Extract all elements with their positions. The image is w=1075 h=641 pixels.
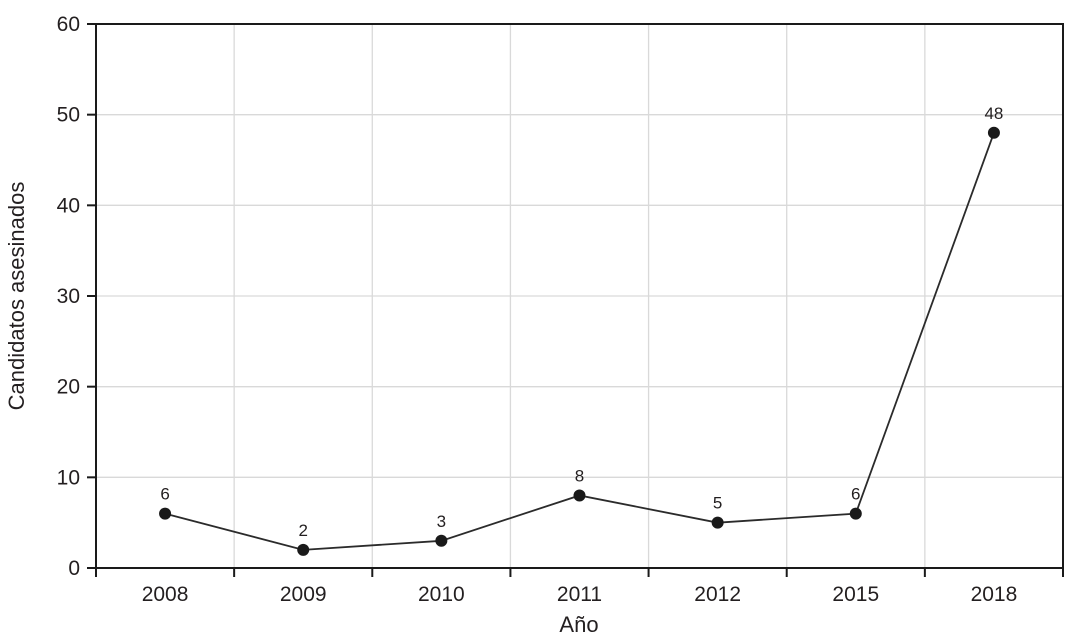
data-point-label: 6 xyxy=(160,485,169,504)
data-point-label: 5 xyxy=(713,494,722,513)
x-tick-label: 2009 xyxy=(280,583,327,606)
data-point-label: 2 xyxy=(298,521,307,540)
data-point-label: 3 xyxy=(437,512,446,531)
data-point xyxy=(849,507,862,520)
x-tick-label: 2018 xyxy=(971,583,1018,606)
data-point-label: 8 xyxy=(575,466,584,485)
y-tick-label: 50 xyxy=(57,104,80,127)
data-point xyxy=(297,543,310,556)
y-tick-label: 20 xyxy=(57,376,80,399)
y-axis-title: Candidatos asesinados xyxy=(4,181,29,411)
x-tick-label: 2012 xyxy=(694,583,741,606)
y-tick-label: 40 xyxy=(57,194,80,217)
y-tick-label: 0 xyxy=(68,557,80,580)
data-point-label: 6 xyxy=(851,485,860,504)
data-point xyxy=(573,489,586,502)
y-tick-label: 10 xyxy=(57,466,80,489)
data-point xyxy=(159,507,172,520)
x-tick-label: 2015 xyxy=(832,583,879,606)
data-point xyxy=(987,126,1000,139)
y-tick-label: 30 xyxy=(57,285,80,308)
y-tick-label: 60 xyxy=(57,13,80,36)
x-axis-title: Año xyxy=(559,612,599,637)
x-tick-label: 2010 xyxy=(418,583,465,606)
x-tick-label: 2008 xyxy=(142,583,189,606)
x-tick-label: 2011 xyxy=(557,583,602,606)
data-point xyxy=(435,534,448,547)
data-point xyxy=(711,516,724,529)
series-line xyxy=(164,132,995,551)
data-point-label: 48 xyxy=(984,104,1003,123)
